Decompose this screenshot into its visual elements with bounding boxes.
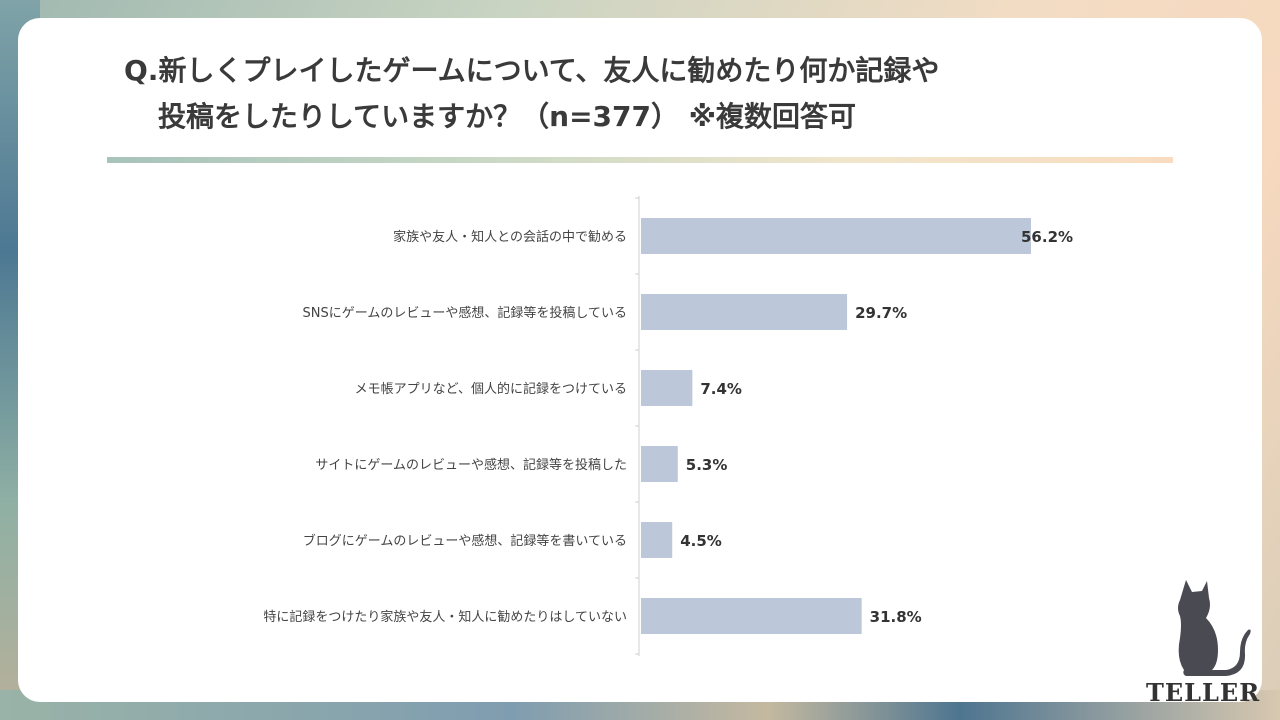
bar — [641, 446, 678, 482]
bar — [641, 370, 693, 406]
title-divider — [107, 157, 1173, 163]
bar-chart: 家族や友人・知人との会話の中で勧める 56.2% SNSにゲームのレビューや感想、記… — [263, 196, 1073, 656]
bar — [641, 218, 1031, 254]
teller-logo: TELLER — [1146, 578, 1261, 708]
bar — [641, 598, 862, 634]
category-label: 家族や友人・知人との会話の中で勧める — [393, 229, 627, 245]
bar — [641, 294, 848, 330]
category-label: メモ帳アプリなど、個人的に記録をつけている — [355, 381, 627, 397]
category-label: SNSにゲームのレビューや感想、記録等を投稿している — [303, 305, 627, 321]
chart-title-line1: Q.新しくプレイしたゲームについて、友人に勧めたり何か記録や — [124, 54, 940, 87]
value-label: 29.7% — [855, 304, 907, 322]
chart-title: Q.新しくプレイしたゲームについて、友人に勧めたり何か記録や 投稿をしたりしてい… — [124, 48, 1124, 140]
bar — [641, 522, 673, 558]
value-label: 5.3% — [686, 456, 728, 474]
category-label: サイトにゲームのレビューや感想、記録等を投稿した — [315, 457, 627, 473]
category-label: ブログにゲームのレビューや感想、記録等を書いている — [303, 533, 627, 549]
category-label: 特に記録をつけたり家族や友人・知人に勧めたりはしていない — [263, 609, 627, 625]
value-label: 31.8% — [870, 608, 922, 626]
logo-text: TELLER — [1146, 678, 1261, 707]
content-card: Q.新しくプレイしたゲームについて、友人に勧めたり何か記録や 投稿をしたりしてい… — [18, 18, 1262, 707]
value-label: 7.4% — [700, 380, 742, 398]
value-label: 4.5% — [680, 532, 722, 550]
value-label: 56.2% — [1021, 228, 1073, 246]
chart-title-line2: 投稿をしたりしていますか？（n=377） ※複数回答可 — [158, 100, 856, 133]
cat-silhouette-icon — [1178, 580, 1251, 676]
